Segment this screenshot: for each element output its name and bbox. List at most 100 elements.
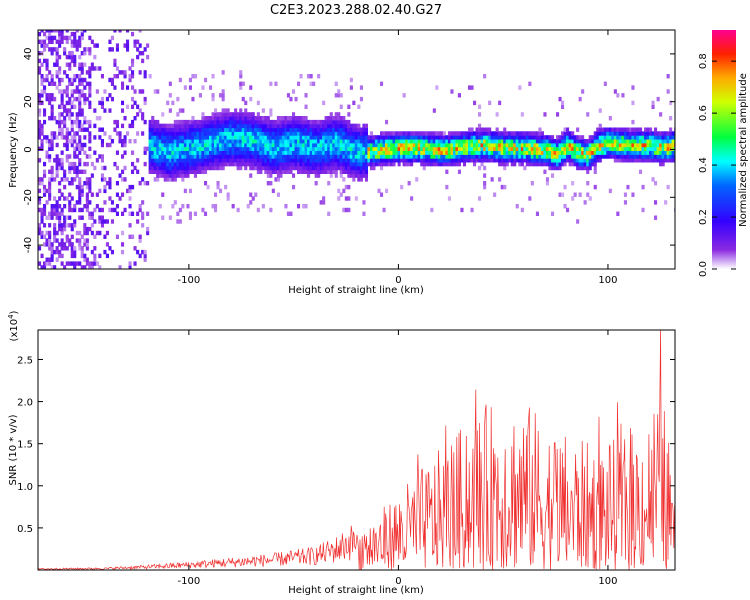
spectrogram-cell (269, 158, 273, 163)
spectrogram-cell (332, 127, 336, 132)
spectrogram-cell (100, 104, 104, 109)
spectrogram-cell (390, 139, 394, 144)
spectrogram-cell (548, 165, 552, 171)
spectrogram-cell (269, 127, 273, 132)
spectrogram-cell (188, 165, 192, 171)
spectrogram-cell (304, 93, 308, 98)
spectrogram-cell (196, 127, 200, 132)
spectrogram-cell (55, 85, 59, 90)
spectrogram-cell (216, 131, 220, 136)
spectrogram-cell (392, 146, 396, 151)
spectrogram-cell (352, 123, 356, 129)
spectrogram-cell (244, 139, 248, 144)
spectrogram-cell (65, 139, 69, 144)
spectrogram-cell (369, 142, 373, 148)
spectrogram-cell (68, 96, 72, 102)
spectrogram-cell (78, 119, 82, 125)
spectrogram-cell (224, 146, 228, 151)
spectrogram-cell (528, 135, 532, 140)
spectrogram-cell (410, 139, 414, 144)
spectrogram-cell (369, 150, 373, 155)
spectrogram-cell (344, 161, 348, 167)
spectrogram-cell (644, 131, 648, 136)
spectrogram-cell (55, 154, 59, 159)
spectrogram-cell (349, 154, 353, 159)
spectrogram-cell (661, 131, 665, 136)
spectrogram-cell (611, 146, 615, 151)
spectrogram-cell (530, 158, 534, 163)
spectrogram-cell (543, 154, 547, 159)
spectrogram-cell (669, 135, 673, 140)
spectrogram-cell (362, 142, 366, 148)
spectrogram-cell (344, 184, 348, 190)
spectrogram-cell (50, 93, 54, 98)
spectrogram-cell (407, 146, 411, 151)
spectrogram-cell (241, 154, 245, 159)
spectrogram-cell (654, 154, 658, 159)
spectrogram-cell (286, 150, 290, 155)
spectrogram-cell (73, 261, 77, 266)
spectrogram-cell (181, 204, 185, 209)
spectrogram-cell (58, 112, 62, 117)
spectrogram-cell (171, 154, 175, 159)
spectrogram-cell (432, 131, 436, 136)
spectrogram-cell (425, 150, 429, 155)
spectrogram-cell (498, 177, 502, 182)
spectrogram-cell (596, 135, 600, 140)
spectrogram-cell (427, 131, 431, 136)
spectrogram-cell (206, 123, 210, 129)
spectrogram-cell (191, 127, 195, 132)
spectrogram-cell (573, 192, 577, 197)
spectrogram-cell (561, 100, 565, 106)
spectrogram-cell (299, 74, 303, 79)
spectrogram-cell (450, 158, 454, 163)
spectrogram-cell (133, 89, 137, 94)
spectrogram-cell (75, 230, 79, 236)
spectrogram-cell (181, 108, 185, 113)
spectrogram-cell (251, 150, 255, 155)
spectrogram-cell (407, 131, 411, 136)
spectrogram-cell (457, 139, 461, 144)
spectrogram-cell (231, 127, 235, 132)
spectrogram-cell (241, 123, 245, 129)
spectrogram-cell (342, 123, 346, 129)
spectrogram-cell (339, 146, 343, 151)
spectrogram-cell (271, 119, 275, 125)
spectrogram-cell (68, 154, 72, 159)
spectrogram-cell (646, 131, 650, 136)
spectrogram-cell (55, 70, 59, 75)
spectrogram-cell (68, 131, 72, 136)
spectrogram-cell (357, 142, 361, 148)
spectrogram-cell (317, 123, 321, 129)
spectrogram-cell (563, 139, 567, 144)
spectrogram-cell (219, 188, 223, 194)
spectrogram-cell (193, 154, 197, 159)
spectrogram-cell (58, 242, 62, 247)
spectrogram-xtick-label: -100 (178, 275, 201, 286)
spectrogram-cell (85, 96, 89, 102)
spectrogram-cell (480, 139, 484, 144)
spectrogram-cell (334, 158, 338, 163)
spectrogram-cell (505, 161, 509, 167)
spectrogram-cell (470, 158, 474, 163)
spectrogram-cell (78, 238, 82, 243)
spectrogram-cell (593, 165, 597, 171)
spectrogram-cell (654, 150, 658, 155)
spectrogram-cell (105, 242, 109, 247)
spectrogram-cell (573, 161, 577, 167)
spectrogram-cell (545, 150, 549, 155)
spectrogram-cell (317, 165, 321, 171)
spectrogram-cell (188, 161, 192, 167)
spectrogram-cell (50, 74, 54, 79)
spectrogram-cell (641, 139, 645, 144)
spectrogram-cell (374, 139, 378, 144)
spectrogram-cell (204, 181, 208, 186)
spectrogram-cell (274, 158, 278, 163)
spectrogram-cell (525, 131, 529, 136)
spectrogram-cell (623, 192, 627, 197)
spectrogram-cell (221, 116, 225, 121)
spectrogram-cell (566, 127, 570, 132)
spectrogram-cell (191, 158, 195, 163)
spectrogram-cell (478, 154, 482, 159)
spectrogram-cell (58, 39, 62, 44)
